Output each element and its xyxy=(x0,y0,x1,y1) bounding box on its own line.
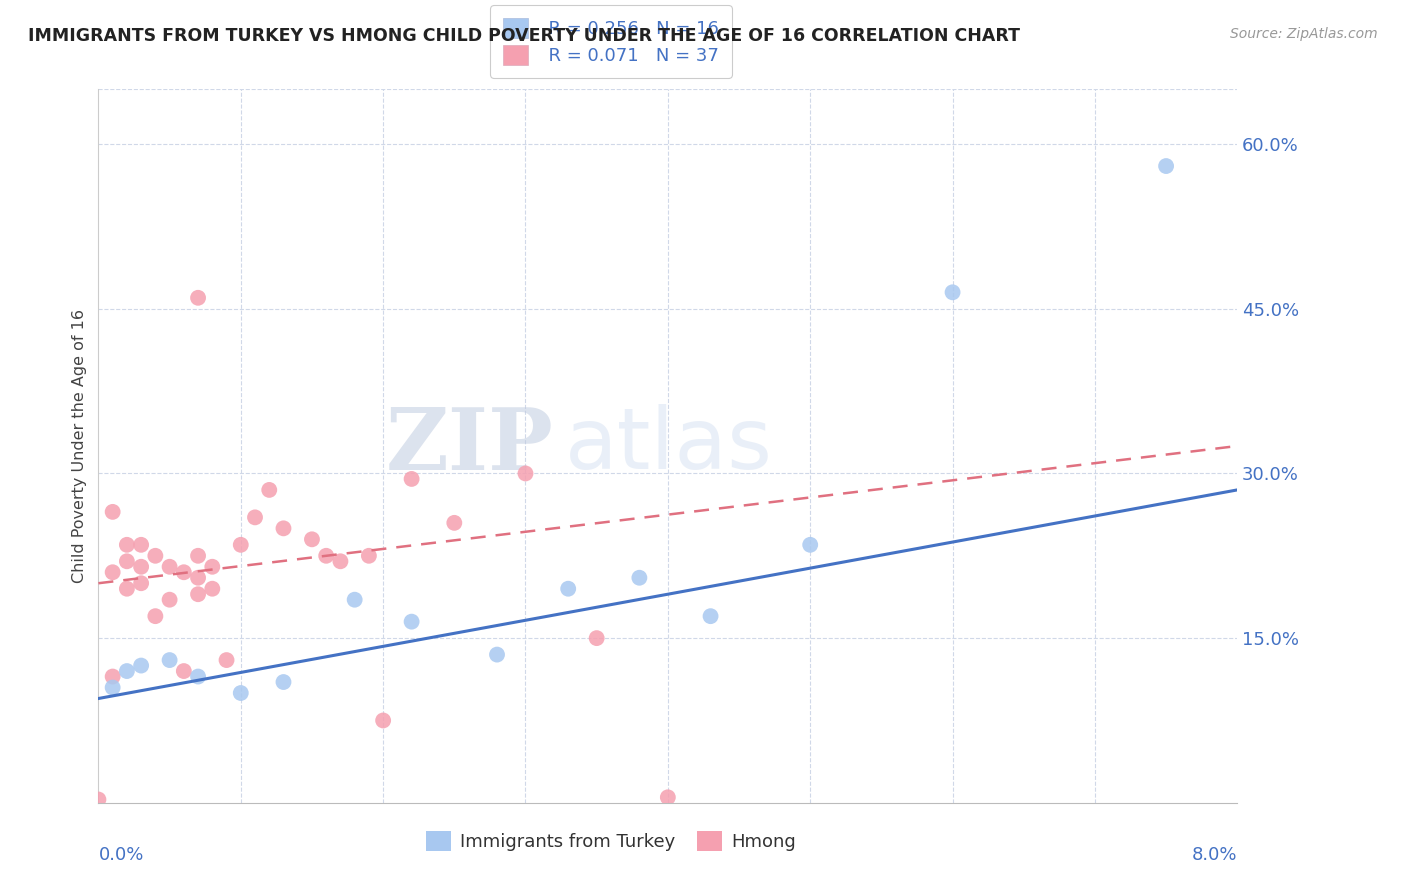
Point xyxy=(343,592,366,607)
Point xyxy=(145,549,167,563)
Point xyxy=(201,559,224,574)
Point xyxy=(357,549,380,563)
Point xyxy=(173,566,195,580)
Y-axis label: Child Poverty Under the Age of 16: Child Poverty Under the Age of 16 xyxy=(72,309,87,583)
Point xyxy=(315,549,337,563)
Point xyxy=(115,664,138,678)
Point xyxy=(628,571,651,585)
Point xyxy=(215,653,238,667)
Point xyxy=(187,587,209,601)
Point xyxy=(187,549,209,563)
Point xyxy=(401,472,423,486)
Point xyxy=(129,576,152,591)
Point xyxy=(942,285,965,300)
Point xyxy=(243,510,266,524)
Point xyxy=(101,681,124,695)
Point xyxy=(129,538,152,552)
Point xyxy=(101,669,124,683)
Point xyxy=(585,631,607,645)
Point xyxy=(443,516,465,530)
Point xyxy=(187,291,209,305)
Text: IMMIGRANTS FROM TURKEY VS HMONG CHILD POVERTY UNDER THE AGE OF 16 CORRELATION CH: IMMIGRANTS FROM TURKEY VS HMONG CHILD PO… xyxy=(28,27,1021,45)
Point xyxy=(115,554,138,568)
Point xyxy=(115,582,138,596)
Point xyxy=(657,790,679,805)
Point xyxy=(129,559,152,574)
Point xyxy=(699,609,721,624)
Point xyxy=(159,653,181,667)
Point xyxy=(259,483,281,497)
Point xyxy=(301,533,323,547)
Point xyxy=(201,582,224,596)
Text: 0.0%: 0.0% xyxy=(98,846,143,863)
Point xyxy=(101,505,124,519)
Point xyxy=(371,714,394,728)
Point xyxy=(115,538,138,552)
Point xyxy=(229,538,252,552)
Point xyxy=(101,566,124,580)
Point xyxy=(87,792,110,806)
Text: 8.0%: 8.0% xyxy=(1192,846,1237,863)
Point xyxy=(229,686,252,700)
Point xyxy=(799,538,821,552)
Point xyxy=(329,554,352,568)
Text: atlas: atlas xyxy=(565,404,773,488)
Legend: Immigrants from Turkey, Hmong: Immigrants from Turkey, Hmong xyxy=(419,823,803,858)
Point xyxy=(273,675,295,690)
Point xyxy=(401,615,423,629)
Point xyxy=(515,467,537,481)
Point xyxy=(129,658,152,673)
Text: Source: ZipAtlas.com: Source: ZipAtlas.com xyxy=(1230,27,1378,41)
Point xyxy=(173,664,195,678)
Point xyxy=(145,609,167,624)
Point xyxy=(159,592,181,607)
Point xyxy=(557,582,579,596)
Point xyxy=(187,571,209,585)
Point xyxy=(486,648,509,662)
Point xyxy=(159,559,181,574)
Point xyxy=(1154,159,1177,173)
Point xyxy=(273,521,295,535)
Text: ZIP: ZIP xyxy=(387,404,554,488)
Point xyxy=(187,669,209,683)
